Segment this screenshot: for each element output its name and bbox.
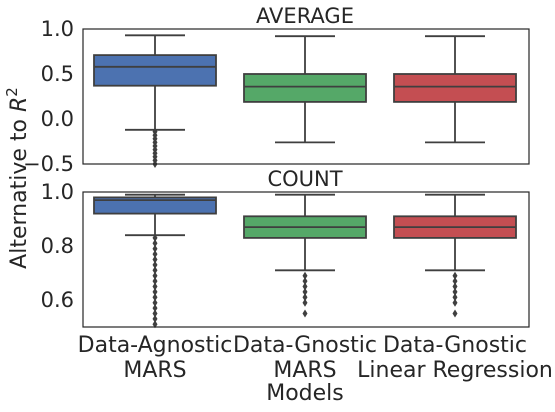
interquartile-box (394, 74, 516, 102)
outlier-point (303, 299, 308, 307)
interquartile-box (244, 74, 366, 102)
count-box-1 (94, 195, 216, 329)
average-y-tick-label: 0.0 (41, 107, 74, 131)
count-y-tick-label: 0.8 (41, 234, 74, 258)
average-y-tick-label: 1.0 (41, 17, 74, 41)
outlier-point (303, 310, 308, 318)
count-y-tick-label: 1.0 (41, 180, 74, 204)
count-y-ticks: 1.0 0.8 0.6 (41, 180, 74, 312)
count-panel-title: COUNT (267, 167, 342, 191)
average-panel-title: AVERAGE (256, 4, 354, 28)
average-panel: AVERAGE 1.00.50.0−0.5 (23, 4, 529, 176)
y-axis-label: Alternative to R2 (3, 87, 32, 269)
average-box-3 (394, 36, 516, 142)
interquartile-box (94, 55, 216, 86)
x-tick-label: Data-Gnostic Linear Regression (357, 333, 553, 383)
average-y-tick-label: 0.5 (41, 62, 74, 86)
count-boxes (94, 195, 516, 329)
average-boxes (94, 35, 516, 168)
x-tick-label: Data-Gnostic MARS (233, 333, 377, 383)
count-y-tick-label: 0.6 (41, 288, 74, 312)
count-panel: COUNT 1.0 0.8 0.6 (41, 167, 529, 328)
count-box-2 (244, 195, 366, 318)
count-box-3 (394, 195, 516, 318)
x-axis-label: Models (266, 381, 344, 406)
average-box-2 (244, 36, 366, 142)
outlier-point (453, 299, 458, 307)
x-tick-label: Data-Agnostic MARS (78, 333, 233, 383)
average-box-1 (94, 35, 216, 168)
outlier-point (453, 310, 458, 318)
